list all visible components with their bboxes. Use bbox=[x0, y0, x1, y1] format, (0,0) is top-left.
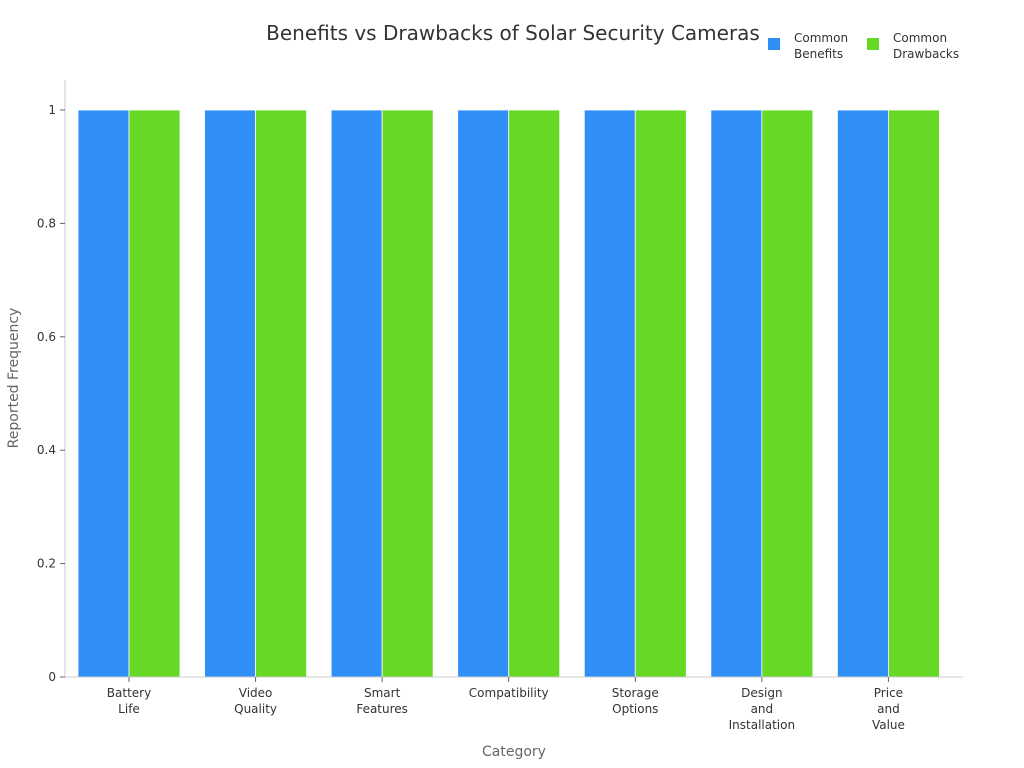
bar-benefits[interactable] bbox=[457, 109, 510, 678]
bar-drawbacks[interactable] bbox=[634, 109, 687, 678]
y-tick-label: 0.6 bbox=[37, 330, 56, 344]
x-tick-label: Price and Value bbox=[872, 686, 905, 732]
legend-swatch-drawbacks bbox=[867, 38, 879, 50]
legend-label-benefits: Common Benefits bbox=[794, 31, 848, 61]
x-tick-label: Storage Options bbox=[612, 686, 659, 716]
legend[interactable]: Common Benefits Common Drawbacks bbox=[768, 31, 959, 61]
y-axis-label: Reported Frequency bbox=[6, 308, 22, 449]
bar-benefits[interactable] bbox=[204, 109, 256, 678]
bar-benefits[interactable] bbox=[837, 109, 889, 678]
bar-drawbacks[interactable] bbox=[508, 109, 561, 678]
bar-benefits[interactable] bbox=[330, 109, 383, 678]
x-tick-label: Compatibility bbox=[469, 686, 549, 700]
bar-drawbacks[interactable] bbox=[761, 109, 814, 678]
y-tick-label: 0.4 bbox=[37, 443, 56, 457]
y-tick-label: 0.2 bbox=[37, 557, 56, 571]
bar-benefits[interactable] bbox=[583, 109, 636, 678]
x-tick-label: Video Quality bbox=[234, 686, 277, 716]
bars-group bbox=[77, 109, 940, 678]
x-axis-label: Category bbox=[482, 744, 546, 760]
bar-drawbacks[interactable] bbox=[255, 109, 307, 678]
y-tick-label: 0.8 bbox=[37, 216, 56, 230]
y-tick-label: 1 bbox=[48, 103, 56, 117]
bar-benefits[interactable] bbox=[77, 109, 130, 678]
bar-drawbacks[interactable] bbox=[888, 109, 940, 678]
legend-label-drawbacks: Common Drawbacks bbox=[893, 31, 959, 61]
axes-group: 0 0.2 0.4 0.6 0.8 1 Battery Life Video Quality Sma… bbox=[37, 80, 963, 732]
chart-title: Benefits vs Drawbacks of Solar Security … bbox=[266, 21, 760, 45]
bar-drawbacks[interactable] bbox=[381, 109, 434, 678]
bar-benefits[interactable] bbox=[710, 109, 763, 678]
y-tick-label: 0 bbox=[48, 670, 56, 684]
legend-swatch-benefits bbox=[768, 38, 780, 50]
x-tick-label: Battery Life bbox=[107, 686, 151, 716]
bar-drawbacks[interactable] bbox=[128, 109, 181, 678]
x-tick-label: Smart Features bbox=[356, 686, 408, 716]
x-tick-label: Design and Installation bbox=[729, 686, 795, 732]
